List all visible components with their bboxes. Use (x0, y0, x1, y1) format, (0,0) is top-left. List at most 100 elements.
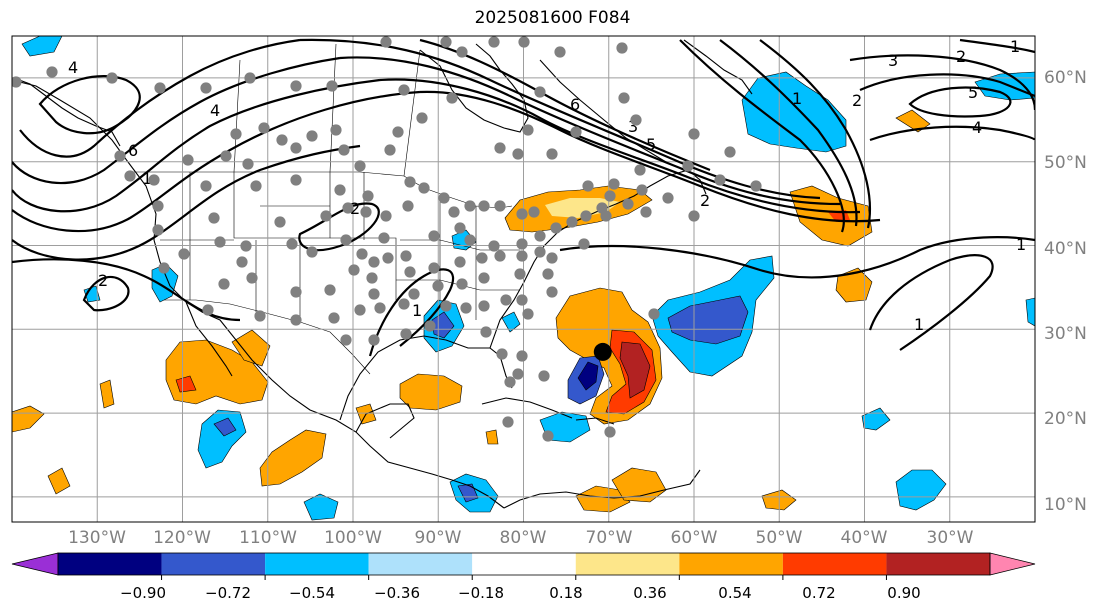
station-dot (604, 426, 616, 438)
station-dot (662, 192, 674, 204)
coastline-yucatan (355, 403, 415, 439)
station-dot (580, 210, 592, 222)
contour-atlantic-ridge-4 (869, 125, 1035, 142)
latitude-label: 20°N (1044, 409, 1087, 429)
anomaly-pos-far-east-pac (12, 405, 45, 433)
station-dot (604, 190, 616, 202)
station-dot (424, 320, 436, 332)
station-dot (240, 240, 252, 252)
station-dot (360, 206, 372, 218)
station-dot (334, 184, 346, 196)
anomaly-pos-small-1 (99, 379, 115, 409)
station-dot (384, 144, 396, 156)
station-dot (330, 124, 342, 136)
anomaly-pos-sierra-madre (231, 329, 271, 367)
station-dot (254, 310, 266, 322)
station-dot (438, 192, 450, 204)
station-dot (368, 256, 380, 268)
station-dot (354, 160, 366, 172)
station-dot (534, 246, 546, 258)
station-dot (516, 350, 528, 362)
station-dot (582, 180, 594, 192)
station-dot (514, 268, 526, 280)
contour-label: 3 (628, 117, 638, 136)
contour-label: 1 (1016, 235, 1026, 254)
latitude-label: 40°N (1044, 239, 1087, 259)
anomaly-pos-hurricane-peak (619, 341, 651, 399)
longitude-label: 40°W (840, 528, 888, 548)
contour-mississippi-trough (368, 268, 455, 357)
coastline-labrador (539, 59, 667, 163)
station-dot (538, 370, 550, 382)
contour-atlantic-ridge-1 (849, 54, 1035, 111)
station-dot (476, 252, 488, 264)
station-dot (504, 376, 516, 388)
contour-label: 1 (412, 301, 422, 320)
contour-label: 1 (142, 169, 152, 188)
station-dot (478, 300, 490, 312)
contour-pacific-ridge-1 (12, 90, 421, 233)
station-dot (152, 200, 164, 212)
colorbar-tick-label: −0.72 (205, 584, 251, 602)
station-dot (356, 248, 368, 260)
station-dot (354, 304, 366, 316)
contour-label: 4 (68, 58, 78, 77)
longitude-label: 70°W (585, 528, 633, 548)
contour-label: 2 (98, 271, 108, 290)
station-dot (306, 130, 318, 142)
longitude-label: 100°W (324, 528, 382, 548)
colorbar-tick-label: 0.36 (633, 584, 667, 602)
colorbar-tick-label: 0.54 (718, 584, 752, 602)
station-dot (348, 264, 360, 276)
station-dot (494, 250, 506, 262)
station-dot (246, 272, 258, 284)
station-dot (320, 210, 332, 222)
station-dot (340, 334, 352, 346)
station-dot (378, 232, 390, 244)
anomaly-pos-sw-atlantic-small (575, 485, 631, 513)
contour-label: 5 (646, 135, 656, 154)
station-dot (12, 76, 22, 88)
anomaly-pos-mid-atlantic (789, 185, 873, 247)
station-dot (460, 302, 472, 314)
station-dot (454, 256, 466, 268)
station-dot (432, 280, 444, 292)
station-dot (550, 222, 562, 234)
station-dot (382, 252, 394, 264)
contour-pacific-ridge-2 (12, 78, 381, 213)
contour-label: 2 (350, 199, 360, 218)
station-dot (326, 80, 338, 92)
station-dot (480, 326, 492, 338)
station-dot (648, 308, 660, 320)
contour-east-trough-3 (339, 56, 841, 206)
colorbar-tick-label: −0.54 (289, 584, 335, 602)
map-title: 2025081600 F084 (474, 8, 631, 28)
contour-east-trough-4 (299, 38, 821, 200)
station-dot (324, 284, 336, 296)
colorbar-segment (265, 553, 369, 575)
station-dot (440, 36, 452, 48)
station-dot (516, 238, 528, 250)
station-dot (368, 334, 380, 346)
station-dot (502, 416, 514, 428)
station-dot (724, 146, 736, 158)
station-dot (368, 288, 380, 300)
station-dot (342, 202, 354, 214)
anomaly-neg-cape-verde (895, 469, 947, 511)
latitude-label: 60°N (1044, 68, 1087, 88)
station-dot (208, 212, 220, 224)
longitude-label: 110°W (239, 528, 297, 548)
station-dot (340, 234, 352, 246)
anomaly-pos-small-2 (485, 429, 499, 445)
station-dot (418, 182, 430, 194)
station-dot (242, 158, 254, 170)
station-dot (616, 42, 628, 54)
station-dot (464, 200, 476, 212)
anomaly-neg-pacific-small (303, 493, 339, 521)
coastline-baja (185, 301, 233, 377)
station-dot (290, 142, 302, 154)
station-dot (518, 36, 530, 48)
anomaly-pos-central-america (259, 429, 327, 487)
longitude-label: 120°W (153, 528, 211, 548)
contour-label: 4 (972, 118, 982, 137)
